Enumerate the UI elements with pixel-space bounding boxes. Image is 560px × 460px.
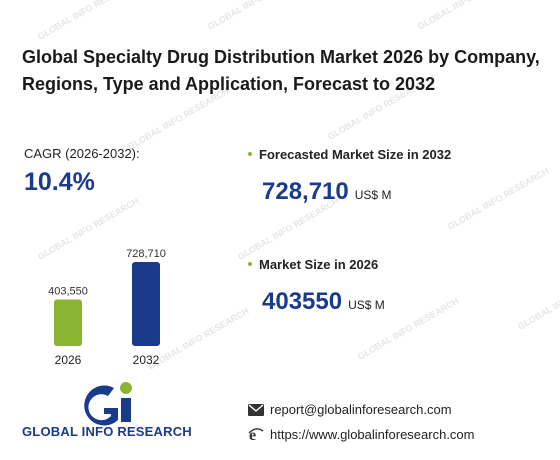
contact-email[interactable]: report@globalinforesearch.com [248,402,452,417]
cagr-label-period: (2026-2032): [61,146,140,161]
forecast-unit: US$ M [354,188,392,202]
forecast-label: Forecasted Market Size in 2032 [259,147,452,162]
market-size-label: Market Size in 2026 [259,257,379,272]
category-label: 2026 [55,353,82,367]
browser-e-icon: e [248,427,264,442]
svg-text:e: e [249,427,256,442]
bar-2032 [132,262,160,346]
bullet-icon [248,151,252,156]
page-title: Global Specialty Drug Distribution Marke… [22,47,540,94]
gi-logo-icon [84,382,132,426]
bullet-icon [248,261,252,266]
bar-value-label: 728,710 [126,248,166,260]
watermark-text: GLOBAL INFO RESEARCH [36,0,140,42]
cagr-label: CAGR (2026-2032): [24,146,140,161]
watermark-text: GLOBAL INFO RESEARCH [416,0,520,32]
forecast-value: 728,710 [262,178,349,205]
logo-text: GLOBAL INFO RESEARCH [22,424,192,439]
cagr-value: 10.4% [24,168,95,196]
market-size-value: 403550 [262,288,343,315]
watermark-text: GLOBAL INFO RESEARCH [206,0,310,32]
email-link[interactable]: report@globalinforesearch.com [270,402,452,417]
bar-chart: 403,550 2026 728,710 2032 [48,248,166,367]
watermark-text: GLOBAL INFO RESEARCH [516,266,560,332]
bar-value-label: 403,550 [48,285,88,297]
market-size-unit: US$ M [348,298,385,312]
website-link[interactable]: https://www.globalinforesearch.com [270,426,475,442]
contact-website[interactable]: e https://www.globalinforesearch.com [248,426,474,442]
market-size-stat: Market Size in 2026 403550 US$ M [248,256,385,316]
watermark-text: GLOBAL INFO RESEARCH [446,166,550,232]
forecast-stat: Forecasted Market Size in 2032 728,710 US… [248,146,451,206]
category-label: 2032 [133,353,160,367]
envelope-icon [248,403,264,416]
cagr-label-prefix: CAGR [24,146,62,161]
bar-2026 [54,299,82,346]
